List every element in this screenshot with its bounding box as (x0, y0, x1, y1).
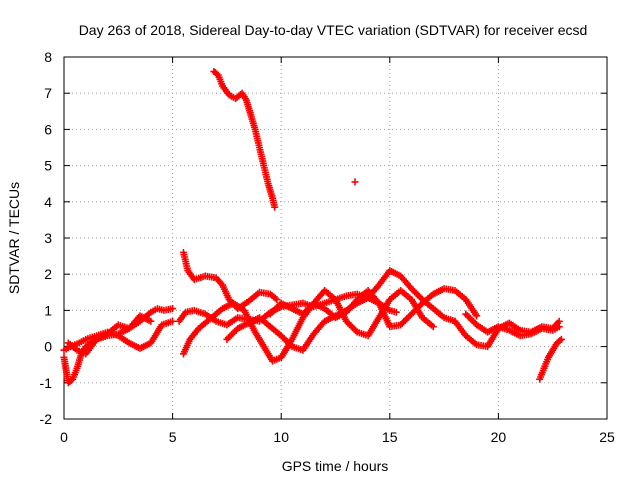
y-tick-label: 0 (44, 339, 52, 355)
x-tick-label: 5 (169, 429, 177, 445)
data-point (555, 323, 563, 331)
x-axis-label: GPS time / hours (282, 458, 389, 474)
y-axis-label: SDTVAR / TECUs (6, 182, 22, 294)
y-tick-label: 8 (44, 49, 52, 65)
x-tick-label: 10 (273, 429, 289, 445)
data-points (60, 67, 565, 387)
x-tick-label: 20 (491, 429, 507, 445)
data-point (271, 203, 279, 211)
y-tick-label: 1 (44, 302, 52, 318)
y-tick-label: 4 (44, 194, 52, 210)
data-point (273, 296, 281, 304)
data-point (557, 335, 565, 343)
y-tick-label: 7 (44, 85, 52, 101)
data-point (147, 317, 155, 325)
plot-area-border (63, 56, 608, 420)
x-tick-label: 25 (599, 429, 615, 445)
y-tick-label: 3 (44, 230, 52, 246)
y-tick-label: -1 (40, 375, 53, 391)
y-tick-label: 2 (44, 266, 52, 282)
axis-ticks: -2 -1 0 1 2 3 4 5 6 7 8 0 5 10 15 20 25 (40, 49, 615, 445)
x-tick-label: 0 (60, 429, 68, 445)
data-point (392, 308, 400, 316)
y-tick-label: 6 (44, 121, 52, 137)
data-point (169, 317, 177, 325)
data-point (556, 337, 564, 345)
y-tick-label: -2 (40, 411, 53, 427)
data-point (351, 178, 359, 186)
data-point (429, 323, 437, 331)
data-point (169, 305, 177, 313)
y-tick-label: 5 (44, 158, 52, 174)
grid (64, 57, 607, 419)
data-point (473, 312, 481, 320)
chart-title: Day 263 of 2018, Sidereal Day-to-day VTE… (79, 22, 588, 38)
x-tick-label: 15 (382, 429, 398, 445)
